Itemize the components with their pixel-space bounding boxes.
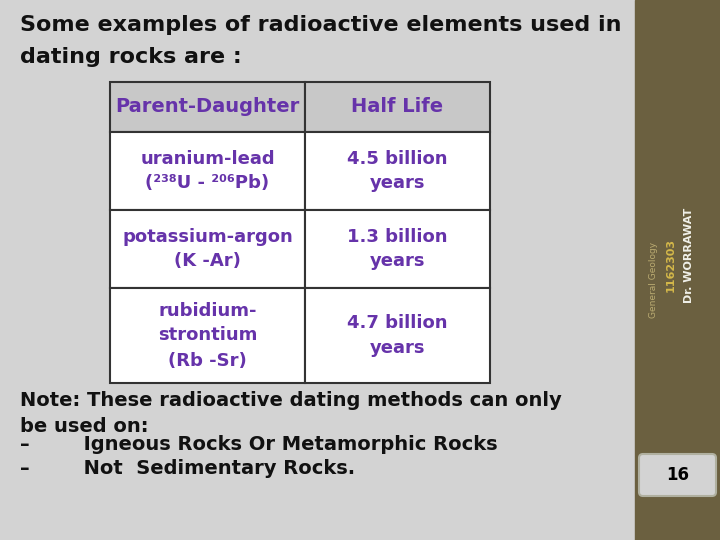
Text: 1162303: 1162303 (666, 238, 676, 292)
Text: 4.7 billion
years: 4.7 billion years (347, 314, 448, 357)
Text: rubidium-
strontium
(Rb -Sr): rubidium- strontium (Rb -Sr) (158, 301, 257, 369)
Text: 1.3 billion
years: 1.3 billion years (347, 227, 448, 271)
Bar (110, 288, 305, 383)
Bar (110, 132, 305, 210)
Text: Parent-Daughter: Parent-Daughter (115, 98, 300, 117)
Text: –        Igneous Rocks Or Metamorphic Rocks: – Igneous Rocks Or Metamorphic Rocks (20, 435, 498, 454)
Bar (305, 82, 490, 132)
Text: uranium-lead
(²³⁸U - ²⁰⁶Pb): uranium-lead (²³⁸U - ²⁰⁶Pb) (140, 150, 275, 192)
Bar (305, 210, 490, 288)
Text: –        Not  Sedimentary Rocks.: – Not Sedimentary Rocks. (20, 459, 355, 478)
Text: Note: These radioactive dating methods can only
be used on:: Note: These radioactive dating methods c… (20, 391, 562, 436)
Text: General Geology: General Geology (649, 242, 657, 318)
Bar (305, 132, 490, 210)
Text: Dr. WORRAWAT: Dr. WORRAWAT (684, 207, 694, 302)
Text: 4.5 billion
years: 4.5 billion years (347, 150, 448, 192)
Bar (110, 210, 305, 288)
Text: Some examples of radioactive elements used in: Some examples of radioactive elements us… (20, 15, 621, 35)
Bar (110, 82, 305, 132)
Bar (635, 0, 720, 540)
Text: 16: 16 (666, 466, 689, 484)
Bar (305, 288, 490, 383)
Text: potassium-argon
(K -Ar): potassium-argon (K -Ar) (122, 227, 293, 271)
Text: dating rocks are :: dating rocks are : (20, 47, 242, 67)
FancyBboxPatch shape (639, 454, 716, 496)
Text: Half Life: Half Life (351, 98, 444, 117)
